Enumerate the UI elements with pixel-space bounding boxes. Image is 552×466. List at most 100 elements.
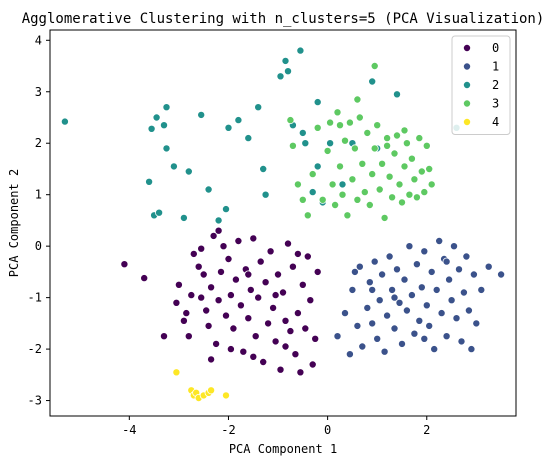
data-point [402,139,411,148]
data-point [194,262,203,271]
series-0 [120,226,322,377]
x-tick-label: 2 [423,423,430,437]
data-point [435,236,444,245]
y-tick-label: -1 [28,291,42,305]
series-4 [172,368,230,402]
data-point [197,293,206,302]
data-point [229,324,238,333]
data-point [244,314,253,323]
x-tick-label: -4 [122,423,136,437]
data-point [318,195,327,204]
data-point [415,316,424,325]
data-point [214,296,223,305]
data-point [172,298,181,307]
data-point [221,311,230,320]
data-point [363,303,372,312]
data-point [358,159,367,168]
data-point [437,309,446,318]
data-point [313,98,322,107]
data-point [281,56,290,65]
data-point [388,285,397,294]
data-point [296,368,305,377]
data-point [410,175,419,184]
data-point [383,134,392,143]
legend: 0 1 2 3 4 [451,35,511,135]
y-tick-label: 0 [35,239,42,253]
data-point [353,95,362,104]
data-point [264,319,273,328]
data-point [417,167,426,176]
y-tick-label: 2 [35,136,42,150]
legend-marker-0 [462,44,471,53]
data-point [276,365,285,374]
data-point [169,162,178,171]
data-point [368,77,377,86]
y-tick-label: 3 [35,85,42,99]
data-point [256,257,265,266]
data-point [447,296,456,305]
data-point [410,329,419,338]
data-point [184,167,193,176]
data-point [291,350,300,359]
data-point [338,190,347,199]
data-point [370,257,379,266]
data-point [207,386,216,395]
y-tick-label: 4 [35,33,42,47]
y-tick-label: 1 [35,188,42,202]
data-point [432,285,441,294]
data-point [249,352,258,361]
data-point [405,242,414,251]
data-point [219,242,228,251]
data-point [301,139,310,148]
data-point [355,262,364,271]
ticks-layer: -4 -2 0 2 -3 -2 -1 0 1 2 3 4 [28,33,431,437]
legend-label-2: 2 [492,78,499,92]
data-point [293,249,302,258]
data-point [254,293,263,302]
data-point [254,103,263,112]
x-axis-label: PCA Component 1 [229,442,337,456]
data-point [308,360,317,369]
data-point [373,334,382,343]
data-point [261,278,270,287]
data-point [427,267,436,276]
data-point [333,108,342,117]
data-point [425,164,434,173]
data-point [430,345,439,354]
data-point [311,334,320,343]
data-point [140,274,149,283]
data-point [271,291,280,300]
data-point [358,342,367,351]
data-point [271,337,280,346]
data-point [308,188,317,197]
data-point [283,239,292,248]
data-point [234,116,243,125]
data-point [353,321,362,330]
data-point [390,324,399,333]
data-point [388,193,397,202]
data-point [464,306,473,315]
data-point [363,128,372,137]
data-point [412,193,421,202]
data-point [392,265,401,274]
data-point [214,226,223,235]
data-point [182,309,191,318]
data-point [350,267,359,276]
data-point [395,180,404,189]
data-point [204,321,213,330]
y-tick-label: -2 [28,342,42,356]
data-point [313,267,322,276]
data-point [251,332,260,341]
data-point [390,149,399,158]
data-point [380,347,389,356]
data-point [383,141,392,150]
data-point [226,345,235,354]
data-point [425,321,434,330]
data-point [204,185,213,194]
series-2 [60,46,461,225]
data-point [293,309,302,318]
legend-label-0: 0 [492,41,499,55]
data-point [472,319,481,328]
data-point [207,283,216,292]
data-point [375,296,384,305]
